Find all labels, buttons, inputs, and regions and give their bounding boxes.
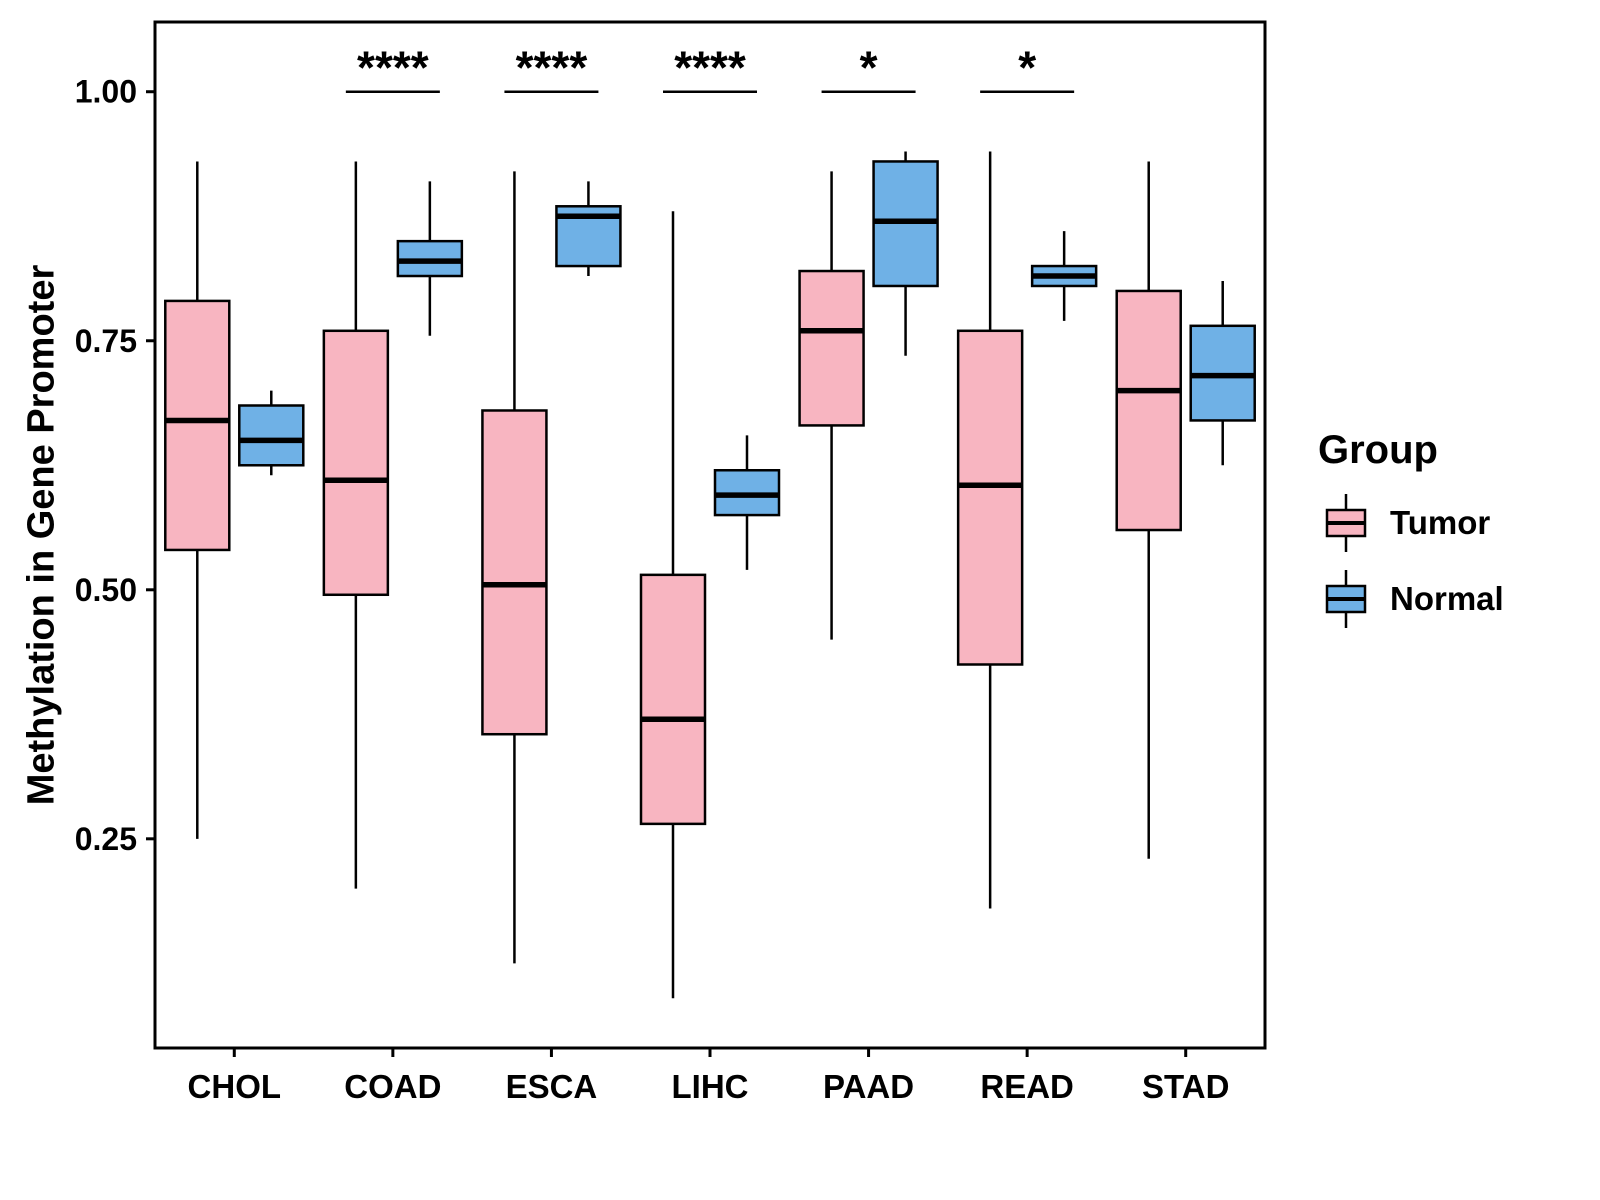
legend-label-normal: Normal	[1390, 580, 1504, 617]
x-tick-label-lihc: LIHC	[672, 1068, 749, 1105]
normal-box-chol	[238, 404, 305, 467]
y-tick-label: 0.25	[75, 821, 137, 857]
tumor-box-stad	[1115, 289, 1182, 532]
tumor-box-lihc	[639, 573, 707, 826]
legend-item-tumor: Tumor	[1318, 491, 1504, 555]
panel-border	[153, 20, 1267, 1050]
x-tick-label-coad: COAD	[344, 1068, 441, 1105]
legend-label-tumor: Tumor	[1390, 504, 1491, 541]
significance-label-esca: ****	[516, 42, 588, 94]
x-tick-label-esca: ESCA	[506, 1068, 598, 1105]
x-tick-label-chol: CHOL	[188, 1068, 282, 1105]
x-tick-label-read: READ	[980, 1068, 1074, 1105]
legend-item-normal: Normal	[1318, 567, 1504, 631]
normal-boxplot-key-icon	[1325, 570, 1367, 628]
significance-label-coad: ****	[357, 42, 429, 94]
significance-label-read: *	[1018, 42, 1036, 94]
tumor-box-coad	[322, 329, 390, 597]
x-tick-label-stad: STAD	[1142, 1068, 1229, 1105]
y-tick-label: 0.75	[75, 323, 137, 359]
legend: Group Tumor Normal	[1318, 428, 1504, 643]
tumor-box-read	[956, 329, 1024, 666]
tumor-box-paad	[798, 269, 865, 427]
x-tick-label-paad: PAAD	[823, 1068, 914, 1105]
y-tick-label: 1.00	[75, 74, 137, 110]
tumor-box-chol	[164, 299, 231, 552]
y-tick-label: 0.50	[75, 572, 137, 608]
significance-label-paad: *	[860, 42, 878, 94]
significance-label-lihc: ****	[674, 42, 746, 94]
y-axis-title: Methylation in Gene Promoter	[20, 264, 63, 806]
legend-title: Group	[1318, 428, 1438, 472]
tumor-box-esca	[481, 409, 548, 736]
tumor-boxplot-key-icon	[1325, 494, 1367, 552]
